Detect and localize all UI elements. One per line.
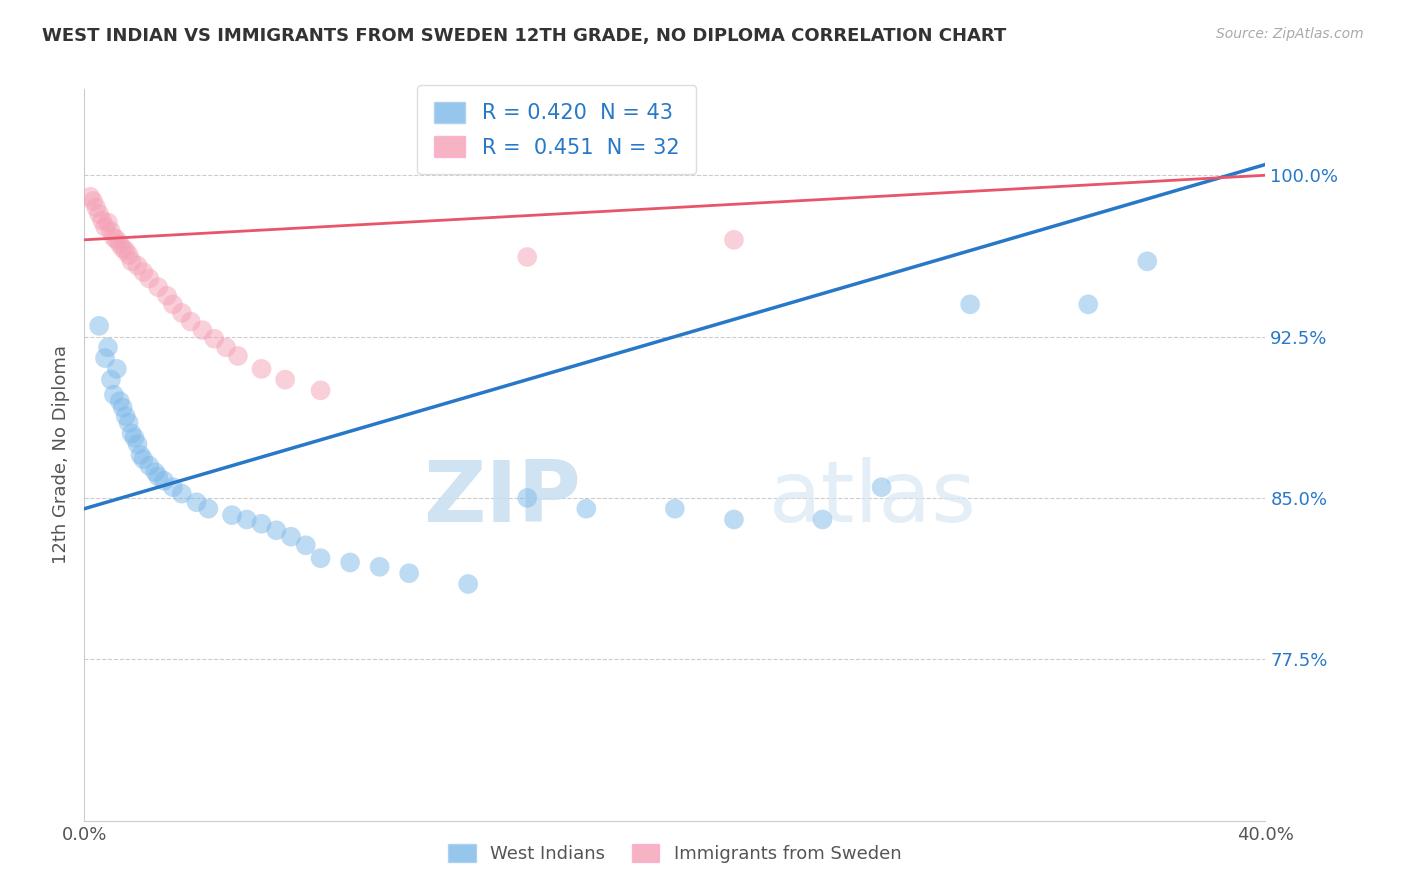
Point [121,426,143,441]
Point [127,259,149,273]
Point [114,244,136,258]
Point [202,332,225,346]
Point [94,351,117,365]
Text: WEST INDIAN VS IMMIGRANTS FROM SWEDEN 12TH GRADE, NO DIPLOMA CORRELATION CHART: WEST INDIAN VS IMMIGRANTS FROM SWEDEN 12… [42,27,1007,45]
Point [111,401,134,415]
Point [138,271,160,285]
Point [250,362,273,376]
Point [124,431,146,445]
Point [368,559,391,574]
Point [97,340,120,354]
Legend: West Indians, Immigrants from Sweden: West Indians, Immigrants from Sweden [441,837,908,870]
Point [215,340,238,354]
Text: atlas: atlas [769,458,977,541]
Point [309,384,332,398]
Point [132,265,155,279]
Point [226,349,249,363]
Point [191,323,214,337]
Point [274,373,297,387]
Point [664,501,686,516]
Point [148,280,170,294]
Point [121,254,143,268]
Point [89,207,111,221]
Point [457,577,479,591]
Point [82,194,104,208]
Point [94,219,117,234]
Point [516,250,538,264]
Point [162,297,184,311]
Point [127,437,149,451]
Point [236,512,259,526]
Point [516,491,538,505]
Point [180,314,202,328]
Point [723,233,745,247]
Point [398,566,420,581]
Point [79,190,101,204]
Point [148,469,170,483]
Point [103,230,125,244]
Point [89,318,111,333]
Point [100,373,122,387]
Point [108,394,131,409]
Point [118,416,141,430]
Point [153,474,176,488]
Point [143,465,166,479]
Point [1077,297,1099,311]
Point [295,538,318,552]
Point [264,523,288,537]
Point [170,486,193,500]
Point [197,501,219,516]
Point [250,516,273,531]
Point [132,452,155,467]
Point [575,501,598,516]
Point [1136,254,1159,268]
Point [170,306,193,320]
Text: ZIP: ZIP [423,458,581,541]
Point [723,512,745,526]
Point [84,201,107,215]
Point [870,480,893,494]
Point [280,530,302,544]
Point [221,508,243,523]
Point [339,556,361,570]
Point [156,289,179,303]
Point [105,362,128,376]
Y-axis label: 12th Grade, No Diploma: 12th Grade, No Diploma [52,345,70,565]
Point [138,458,160,473]
Point [118,248,141,262]
Point [959,297,981,311]
Point [108,237,131,252]
Point [309,551,332,566]
Text: Source: ZipAtlas.com: Source: ZipAtlas.com [1216,27,1364,41]
Point [105,233,128,247]
Point [103,387,125,401]
Point [100,224,122,238]
Point [129,448,152,462]
Point [811,512,834,526]
Point [162,480,184,494]
Point [111,241,134,255]
Point [114,409,136,424]
Point [91,213,114,227]
Point [186,495,208,509]
Point [97,216,120,230]
